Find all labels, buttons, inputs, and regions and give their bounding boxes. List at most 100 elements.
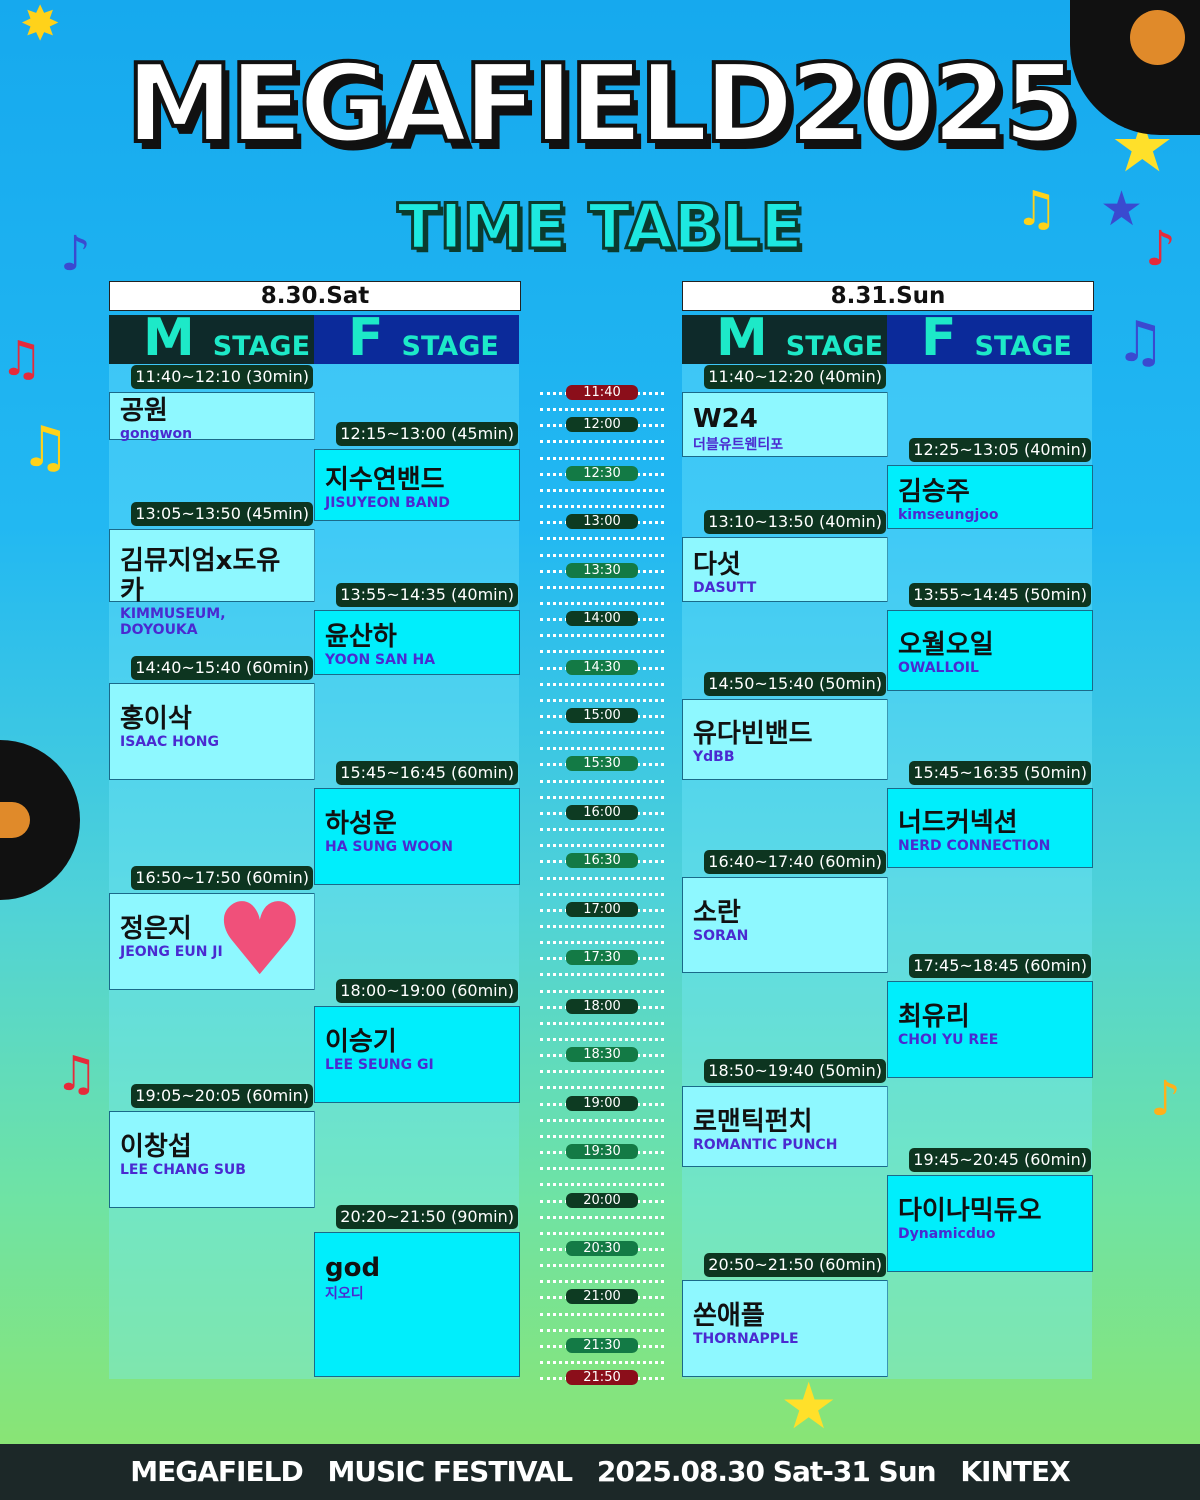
timeline-time-marker: 20:30 — [566, 1240, 638, 1256]
timeline-tick — [540, 747, 664, 751]
artist-name: 소란 — [693, 897, 741, 928]
artist-name: 최유리 — [898, 1002, 970, 1033]
timeline-tick — [540, 1118, 664, 1122]
artist-name: W24 — [693, 404, 758, 435]
performance-block: 김뮤지엄x도유카 KIMMUSEUM, DOYOUKA — [109, 529, 315, 638]
artist-name-en: Dynamicduo — [898, 1226, 996, 1243]
star-icon: ★ — [780, 1370, 838, 1444]
time-slot-label: 13:10~13:50 (40min) — [704, 510, 886, 535]
artist-name-en: HA SUNG WOON — [325, 838, 453, 855]
performance-block: 쏜애플 THORNAPPLE — [682, 1280, 888, 1378]
heart-icon: ♥ — [215, 881, 305, 998]
artist-name-en: YOON SAN HA — [325, 652, 436, 669]
timeline-tick — [540, 650, 664, 654]
performance-block: 다이나믹듀오 Dynamicduo — [887, 1175, 1093, 1273]
timeline-tick — [540, 1231, 664, 1235]
timeline-tick — [540, 1086, 664, 1090]
artist-name: 홍이삭 — [120, 703, 192, 734]
timeline-time-marker: 13:30 — [566, 562, 638, 578]
music-note-icon: ♫ — [1015, 181, 1059, 237]
timeline-tick — [540, 1167, 664, 1171]
stage-header: M STAGE — [682, 312, 887, 364]
artist-name-en: LEE SEUNG GI — [325, 1056, 434, 1073]
timeline-time-marker: 11:40 — [566, 385, 638, 400]
stage-word: STAGE — [785, 331, 884, 362]
timeline-tick — [540, 488, 664, 492]
time-slot-label: 14:50~15:40 (50min) — [704, 671, 886, 696]
artist-name: 정은지 — [120, 913, 192, 944]
time-slot-label: 12:15~13:00 (45min) — [336, 421, 518, 446]
performance-block: 유다빈밴드 YdBB — [682, 698, 888, 780]
timeline-tick — [540, 1328, 664, 1332]
stage-word: STAGE — [974, 331, 1072, 362]
performance-block: 지수연밴드 JISUYEON BAND — [314, 448, 520, 522]
performance-block: 정은지 JEONG EUN JI — [109, 892, 315, 990]
timeline-time-marker: 16:30 — [566, 853, 638, 869]
timeline-tick — [540, 1280, 664, 1284]
time-slot-label: 20:50~21:50 (60min) — [704, 1253, 886, 1278]
timeline-tick — [540, 941, 664, 945]
time-slot-label: 16:40~17:40 (60min) — [704, 849, 886, 874]
artist-name: 로맨틱펀치 — [693, 1106, 813, 1137]
performance-block: 홍이삭 ISAAC HONG — [109, 682, 315, 780]
star-icon: ✸ — [20, 0, 61, 52]
music-note-icon: ♫ — [55, 1046, 99, 1102]
stage-header: F STAGE — [314, 308, 519, 368]
timeline-time-marker: 15:30 — [566, 756, 638, 772]
timeline-time-marker: 15:00 — [566, 708, 638, 723]
performance-block: W24 더블유트웬티포 — [682, 392, 888, 457]
timeline-tick — [540, 553, 664, 557]
time-slot-label: 19:05~20:05 (60min) — [131, 1083, 313, 1108]
timeline-tick — [540, 585, 664, 589]
timeline-time-marker: 16:00 — [566, 804, 638, 820]
footer-brand: MEGAFIELD — [130, 1455, 303, 1488]
footer-event: MUSIC FESTIVAL — [327, 1455, 573, 1488]
artist-name: 이승기 — [325, 1026, 397, 1057]
timeline-time-marker: 20:00 — [566, 1192, 638, 1208]
time-slot-label: 18:00~19:00 (60min) — [336, 978, 518, 1003]
vinyl-record-decoration — [0, 740, 80, 900]
artist-name: 이창섭 — [120, 1131, 192, 1162]
artist-name: 너드커넥션 — [898, 808, 1018, 839]
artist-name-en: gongwon — [120, 426, 193, 443]
music-note-icon: ♪ — [1150, 1071, 1181, 1127]
timeline-tick — [540, 731, 664, 735]
footer-dates: 2025.08.30 Sat-31 Sun — [596, 1455, 937, 1488]
timeline-tick — [540, 1264, 664, 1268]
timeline-tick — [540, 682, 664, 686]
artist-name: 윤산하 — [325, 622, 397, 653]
timeline-tick — [540, 795, 664, 799]
timeline-tick — [540, 1183, 664, 1187]
artist-name-en: THORNAPPLE — [693, 1331, 799, 1348]
stage-word: STAGE — [401, 331, 499, 362]
timeline-tick — [540, 408, 664, 412]
stage-letter: F — [348, 308, 384, 368]
footer-bar: MEGAFIELD MUSIC FESTIVAL 2025.08.30 Sat-… — [0, 1444, 1200, 1500]
timeline-tick — [540, 989, 664, 993]
artist-name-en: CHOI YU REE — [898, 1032, 999, 1049]
timeline-time-marker: 14:30 — [566, 659, 638, 675]
timeline-tick — [540, 1312, 664, 1316]
performance-block: 로맨틱펀치 ROMANTIC PUNCH — [682, 1086, 888, 1168]
timeline-tick — [540, 973, 664, 977]
artist-name: 하성운 — [325, 808, 397, 839]
timeline-tick — [540, 924, 664, 928]
music-note-icon: ♫ — [1115, 310, 1166, 375]
artist-name: god — [325, 1252, 381, 1283]
timeline-tick — [540, 537, 664, 541]
timeline-tick — [540, 1361, 664, 1364]
performance-block: 너드커넥션 NERD CONNECTION — [887, 787, 1093, 869]
timeline-time-marker: 21:00 — [566, 1289, 638, 1305]
timeline-time-marker: 12:00 — [566, 417, 638, 433]
music-note-icon: ♪ — [60, 226, 91, 282]
timeline-tick — [540, 1038, 664, 1041]
performance-block: 소란 SORAN — [682, 876, 888, 974]
timeline-time-marker: 14:00 — [566, 611, 638, 627]
performance-block: 다섯 DASUTT — [682, 537, 888, 602]
day-header: 8.30.Sat — [109, 281, 521, 311]
timeline-time-marker: 12:30 — [566, 465, 638, 481]
time-slot-label: 15:45~16:45 (60min) — [336, 760, 518, 785]
stage-header: F STAGE — [887, 312, 1092, 364]
time-slot-label: 11:40~12:20 (40min) — [704, 365, 886, 389]
time-slot-label: 13:55~14:45 (50min) — [909, 583, 1091, 608]
